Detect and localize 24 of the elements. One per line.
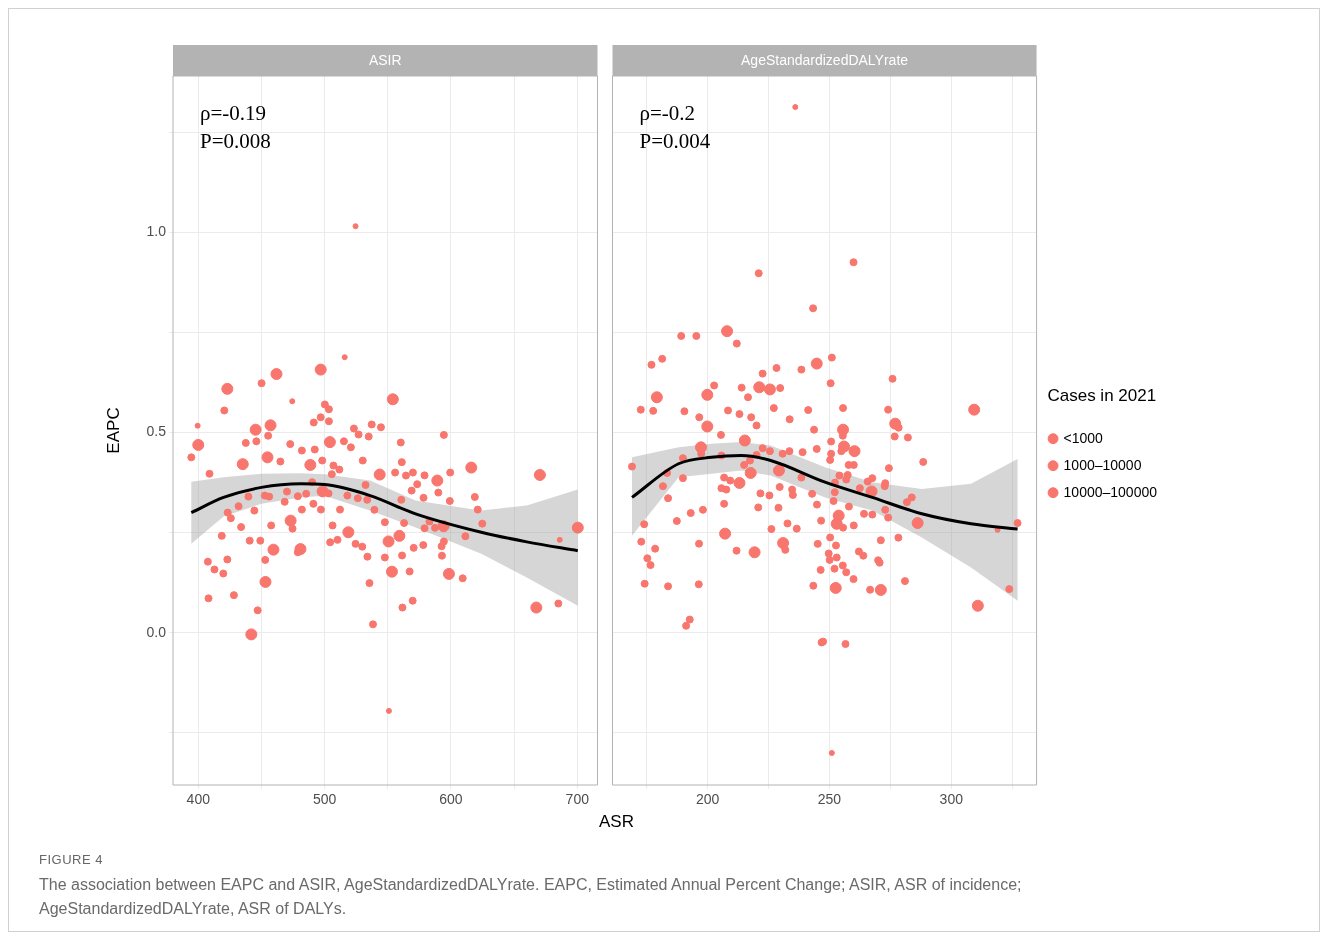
caption: FIGURE 4 [39,852,104,867]
x-tick-label: 300 [939,791,964,808]
chart-title: AgeStandardizedDALYrate [740,51,909,68]
x-tick-label: 600 [439,791,463,808]
x-tick-label: 250 [817,791,842,808]
legend-label: 1000–10000 [1063,456,1142,473]
chart-title: ASIR [368,51,402,68]
y-tick-label: 1.0 [146,223,167,240]
x-tick-label: 400 [186,791,211,808]
annotation: P=0.008 [200,129,271,153]
annotation: ρ=-0.2 [639,101,696,125]
legend-label: 10000–100000 [1063,483,1158,500]
y-tick-label: 0.0 [146,623,167,640]
x-tick-label: 200 [695,791,720,808]
x-tick-label: 500 [312,791,337,808]
text: The association between EAPC and ASIR, AgeStandardizedDALYrate. EAPC, Estimated Annual Percent Change; ASIR, ASR of incidence; AgeStandardizedDALYrate, ASR of DALYs. [39,875,1023,919]
x-tick-label: 700 [565,791,590,808]
y-tick-label: 0.5 [146,423,167,440]
legend-label: <1000 [1063,429,1104,446]
annotation: ρ=-0.19 [200,101,267,125]
x-axis-title: ASR [598,812,635,832]
annotation: P=0.004 [639,129,711,153]
y-axis-title: EAPC [103,407,123,454]
legend-title: Cases in 2021 [1047,386,1157,406]
